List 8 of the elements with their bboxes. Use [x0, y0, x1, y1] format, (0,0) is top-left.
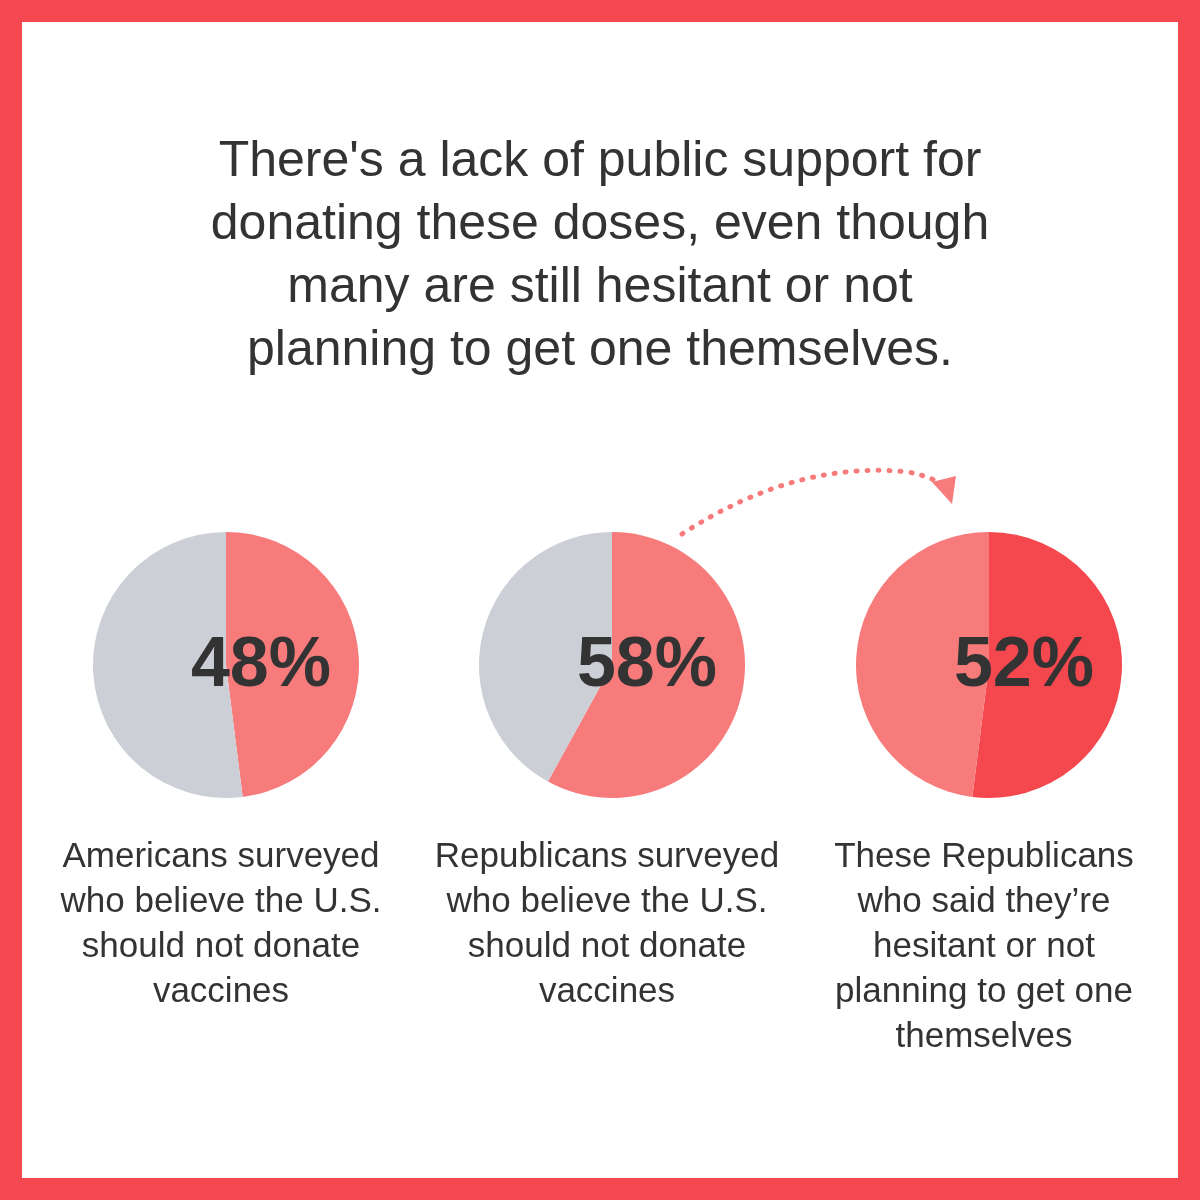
text: Republicans surveyed who believe the U.S. should not donate vaccines — [433, 834, 781, 1011]
data-label: 58% — [575, 622, 719, 702]
data-label: 52% — [952, 622, 1096, 702]
pie-slice — [547, 532, 745, 798]
text: There's a lack of public support for donating these doses, even though many are still hesitant or not planning to get one themselves. — [209, 130, 991, 378]
data-label: 48% — [189, 622, 333, 702]
text: These Republicans who said they’re hesitant or not planning to get one themselves — [833, 834, 1135, 1056]
text: Americans surveyed who believe the U.S. should not donate vaccines — [59, 834, 383, 1011]
